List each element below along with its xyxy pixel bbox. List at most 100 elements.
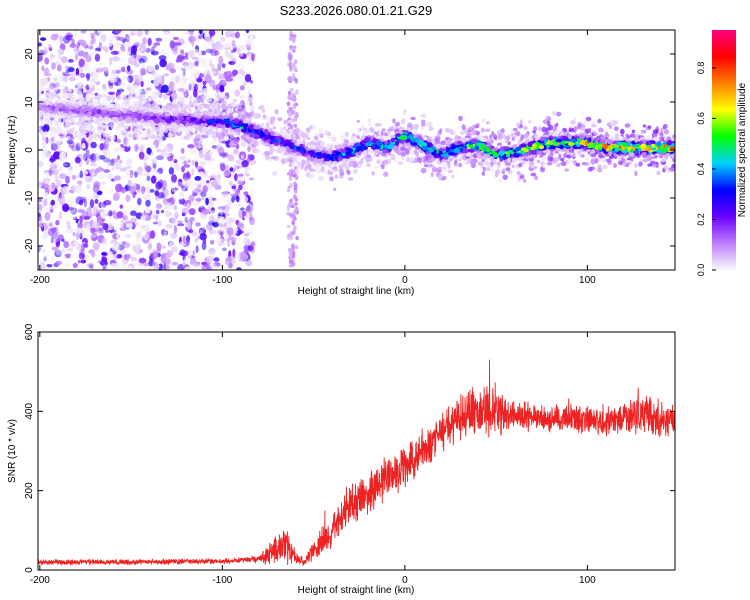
spectrogram-cell <box>80 30 87 34</box>
spectrogram-cell <box>52 204 59 209</box>
spectrogram-cell <box>496 142 503 146</box>
spectrogram-cell <box>78 66 84 73</box>
spectrogram-cell <box>95 85 101 89</box>
spectrogram-cell <box>251 53 255 62</box>
spectrogram-cell <box>292 230 296 236</box>
spectrogram-cell <box>78 119 84 125</box>
spectrogram-cell <box>126 85 131 91</box>
spectrogram-cell <box>524 158 529 162</box>
spectrogram-cell <box>209 215 215 223</box>
spectrogram-cell <box>158 55 167 61</box>
spectrogram-cell <box>113 245 120 252</box>
spectrogram-cell <box>153 251 158 259</box>
spectrogram-cell <box>86 223 90 231</box>
spectrogram-cell <box>265 146 270 151</box>
spectrogram-cell <box>421 122 426 127</box>
spectrogram-cell <box>286 188 291 193</box>
spectrogram-cell <box>247 96 253 103</box>
spectrogram-cell <box>59 195 66 205</box>
spectrogram-cell <box>115 100 119 107</box>
spectrogram-cell <box>129 90 134 95</box>
spectrogram-cell <box>55 260 63 265</box>
spectrogram-cell <box>65 262 69 268</box>
spectrogram-cell <box>522 178 527 183</box>
spectrogram-cell <box>82 129 89 134</box>
spectrogram-cell <box>177 178 183 187</box>
spectrogram-cell <box>640 130 645 134</box>
spectrogram-cell <box>118 36 125 42</box>
spectrogram-cell <box>548 130 553 134</box>
spectrogram-cell <box>411 124 418 131</box>
spectrogram-cell <box>606 158 612 163</box>
spectrogram-cell <box>145 47 151 53</box>
spectrogram-cell <box>77 208 85 213</box>
spectrogram-cell <box>57 117 62 123</box>
spectrogram-cell <box>72 237 78 241</box>
spectrogram-cell <box>125 194 131 203</box>
spectrogram-cell <box>59 35 63 44</box>
spectrogram-cell <box>442 165 447 172</box>
spectrogram-cell <box>546 117 552 121</box>
spectrogram-cell <box>511 136 515 141</box>
spectrogram-cell <box>629 133 636 139</box>
spectrogram-cell <box>70 72 76 79</box>
spectrogram-cell <box>188 229 194 234</box>
spectrogram-cell <box>125 223 133 229</box>
spectrogram-cell <box>394 156 398 163</box>
spectrogram-cell <box>198 34 203 40</box>
spectrogram-cell <box>136 231 142 239</box>
spectrogram-cell <box>76 180 83 185</box>
spectrogram-cell <box>224 238 229 242</box>
spectrogram-cell <box>45 253 50 258</box>
spectrogram-cell <box>107 158 111 167</box>
spectrogram-cell <box>93 221 99 229</box>
spectrogram-cell <box>60 193 65 199</box>
spectrogram-cell <box>188 51 195 57</box>
spectrogram-cell <box>291 220 296 226</box>
spectrogram-cell <box>206 222 213 231</box>
spectrogram-cell <box>152 217 156 223</box>
spectrogram-cell <box>135 222 140 227</box>
spectrogram-cell <box>108 210 113 217</box>
spectrogram-cell <box>194 175 202 182</box>
spectrogram-cell <box>127 51 131 56</box>
spectrogram-cell <box>288 250 293 257</box>
spectrogram-cell <box>187 62 194 69</box>
spectrogram-cell <box>120 31 124 36</box>
spectrogram-cell <box>192 232 199 236</box>
spectrogram-cell <box>334 144 338 149</box>
spectrogram-cell <box>60 56 68 64</box>
spectrogram-cell <box>447 164 451 169</box>
spectrogram-cell <box>78 58 85 68</box>
spectrogram-cell <box>352 160 357 165</box>
spectrogram-cell <box>634 170 638 177</box>
spectrogram-cell <box>477 161 484 166</box>
spectrogram-cell <box>184 31 191 35</box>
spectrogram-cell <box>495 169 501 174</box>
spectrogram-cell <box>504 135 511 140</box>
spectrogram-cell <box>50 97 54 101</box>
spectrogram-cell <box>180 30 186 33</box>
spectrogram-cell <box>208 108 213 113</box>
spectrogram-cell <box>426 122 431 128</box>
spectrogram-cell <box>318 175 324 181</box>
spectrogram-cell <box>63 75 69 83</box>
spectrogram-cell <box>123 98 129 103</box>
spectrogram-cell <box>72 88 78 93</box>
spectrogram-cell <box>152 156 158 164</box>
spectrogram-cell <box>69 215 77 219</box>
spectrogram-cell <box>177 223 185 227</box>
spectrogram-cell <box>205 48 214 54</box>
spectrogram-cell <box>124 256 130 261</box>
spectrogram-cell <box>40 37 47 41</box>
spectrogram-cell <box>171 217 177 225</box>
spectrogram-cell <box>80 243 85 253</box>
spectrogram-cell <box>135 204 140 211</box>
spectrogram-cell <box>320 140 324 147</box>
spectrogram-cell <box>331 133 336 138</box>
spectrogram-cell <box>127 75 134 83</box>
spectrogram-cell <box>83 243 89 248</box>
spectrogram-cell <box>94 198 99 204</box>
spectrogram-cell <box>40 151 47 160</box>
spectrogram-cell <box>48 222 53 227</box>
